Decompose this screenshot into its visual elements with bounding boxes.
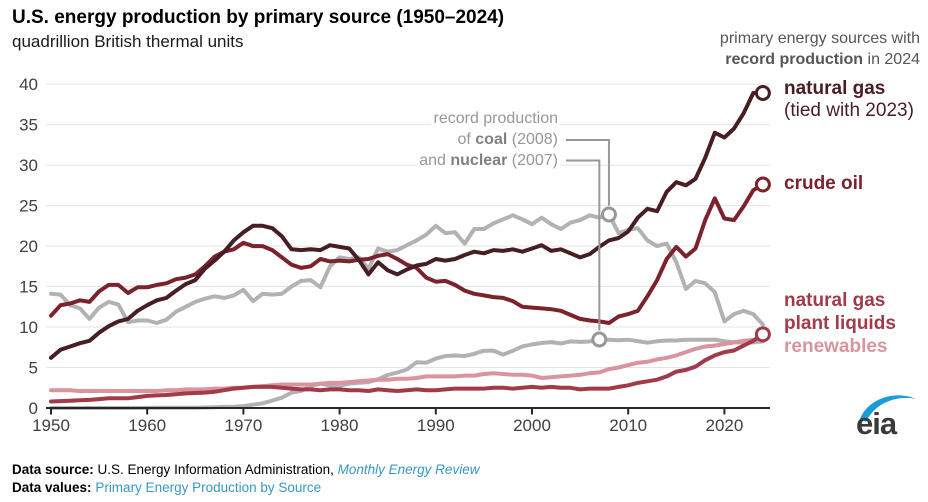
x-tick-label-2000: 2000 (513, 416, 551, 435)
y-tick-label-25: 25 (19, 197, 38, 216)
x-tick-label-1970: 1970 (224, 416, 262, 435)
record-note-line2: of coal (2008) (455, 129, 560, 150)
data-values-label: Data values: (12, 480, 92, 495)
series-label-renewables: renewables (784, 336, 888, 357)
eia-logo-swoosh-icon (860, 395, 916, 422)
y-tick-label-40: 40 (19, 75, 38, 94)
record-marker-natural-gas-2024 (754, 85, 771, 102)
line-natural-gas (49, 91, 765, 360)
monthly-energy-review-link[interactable]: Monthly Energy Review (337, 462, 480, 477)
x-tick-label-1990: 1990 (417, 416, 455, 435)
y-tick-label-0: 0 (29, 399, 38, 418)
record-2024-note: primary energy sources with record produ… (720, 28, 920, 70)
record-2024-note-line1: primary energy sources with (719, 30, 920, 47)
record-2024-note-bold: record production (725, 51, 864, 68)
data-values-link[interactable]: Primary Energy Production by Source (95, 480, 322, 495)
y-tick-label-5: 5 (29, 359, 38, 378)
leader-line-nuclear (566, 159, 601, 331)
series-label-crude-oil: crude oil (784, 173, 864, 194)
y-tick-label-30: 30 (19, 156, 38, 175)
x-tick-label-1950: 1950 (32, 416, 70, 435)
data-values-line: Data values: Primary Energy Production b… (12, 479, 479, 497)
leader-line-coal (566, 139, 610, 206)
x-tick-label-1980: 1980 (321, 416, 359, 435)
series-label-ngpl: natural gas plant liquids (784, 290, 896, 334)
record-note-line3: and nuclear (2007) (417, 150, 560, 171)
line-coal (49, 212, 765, 327)
x-tick-label-2010: 2010 (609, 416, 647, 435)
data-source-line: Data source: U.S. Energy Information Adm… (12, 462, 480, 477)
y-tick-label-10: 10 (19, 318, 38, 337)
series-label-natural-gas: natural gas (tied with 2023) (784, 78, 914, 121)
line-renewables (49, 333, 765, 393)
record-marker-crude-oil-2024 (754, 176, 771, 193)
eia-logo: eia (856, 395, 916, 441)
x-tick-label-1960: 1960 (128, 416, 166, 435)
series-label-ngpl-renewables: natural gas plant liquids renewables (784, 289, 896, 358)
line-natural-gas-plant-liquids (49, 332, 765, 404)
chart-units-subtitle: quadrillion British thermal units (12, 32, 244, 51)
coal-nuclear-record-note: record production of coal (2008) and nuc… (0, 108, 560, 171)
record-marker-coal-2008 (600, 206, 617, 223)
record-marker-natural-gas-plant-liquids-2024 (754, 326, 771, 343)
line-crude-oil (49, 182, 765, 325)
data-source-label: Data source: (12, 462, 94, 477)
record-note-line1: record production (431, 108, 560, 129)
x-tick-label-2020: 2020 (705, 416, 743, 435)
footer: Data source: U.S. Energy Information Adm… (12, 461, 479, 497)
page-title: U.S. energy production by primary source… (12, 7, 505, 28)
y-tick-label-35: 35 (19, 116, 38, 135)
record-2024-note-post: in 2024 (863, 51, 921, 68)
record-marker-nuclear-2007 (591, 331, 608, 348)
series-label-natural-gas-tied: (tied with 2023) (784, 100, 914, 121)
y-tick-label-20: 20 (19, 237, 38, 256)
line-nuclear (49, 337, 765, 410)
eia-logo-text: eia (856, 406, 898, 441)
y-tick-label-15: 15 (19, 278, 38, 297)
